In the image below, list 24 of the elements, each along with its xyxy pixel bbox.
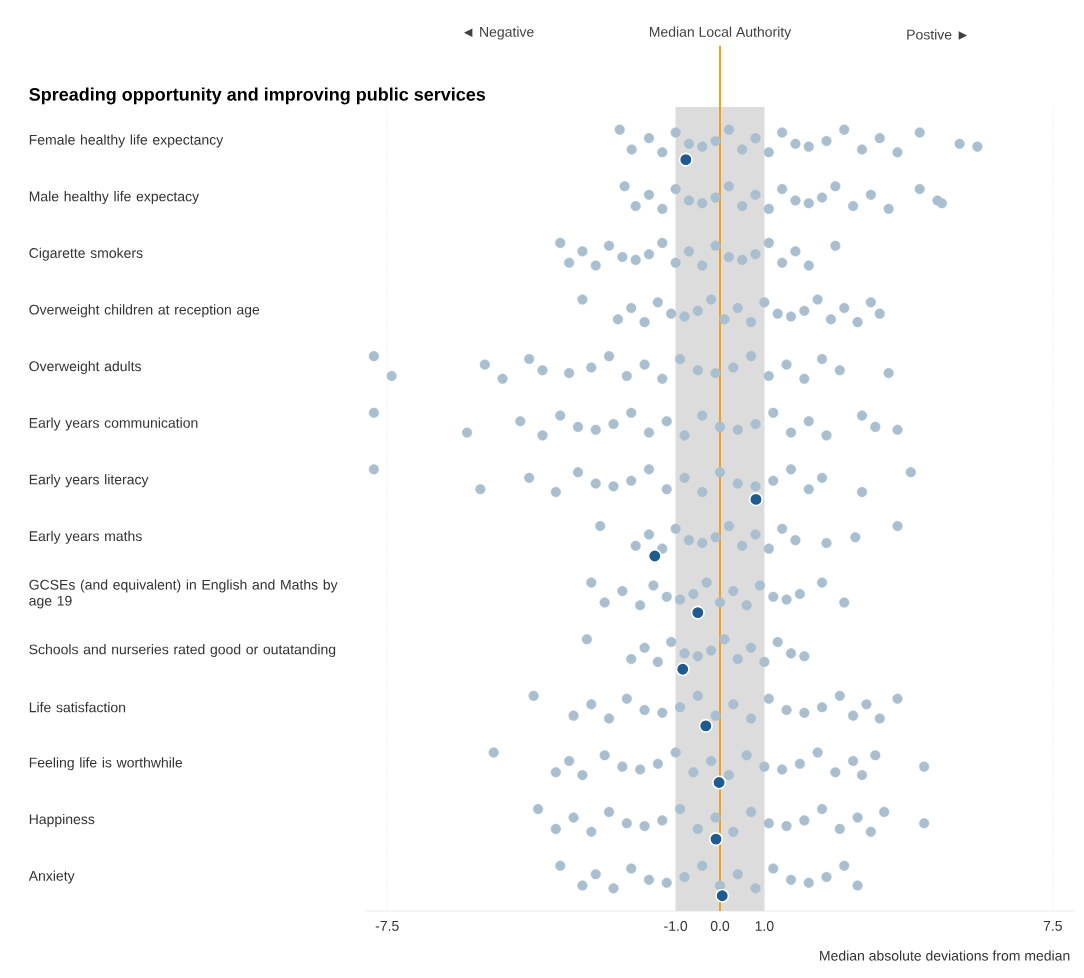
chart-title: Spreading opportunity and improving public services [29, 87, 486, 105]
y-tick-label: Overweight adults [29, 360, 141, 374]
y-tick-label: Life satisfaction [29, 702, 126, 713]
y-tick-label: Overweight children at reception age [29, 304, 260, 318]
x-tick-label: 1.0 [755, 921, 774, 931]
y-tick-label: Schools and nurseries rated good or outatanding [29, 644, 336, 658]
x-tick-label: 0.0 [710, 921, 730, 931]
y-tick-label: Female healthy life expectancy [29, 134, 224, 148]
y-tick-label: Anxiety [28, 870, 75, 884]
y-tick-label: Early years literacy [29, 474, 149, 488]
text: Postive ► [907, 29, 968, 40]
ref-line-label: Median Local Authority [649, 26, 792, 40]
x-tick-label: -7.5 [375, 921, 399, 931]
x-tick-label: -1.0 [664, 921, 688, 931]
text: ◄ Negative [464, 26, 534, 40]
y-tick-label: Early years communication [29, 417, 198, 431]
y-tick-label: Male healthy life expectacy [29, 191, 200, 205]
y-tick-label: Early years maths [29, 530, 142, 544]
x-tick-label: 7.5 [1043, 921, 1062, 931]
y-tick-label: GCSEs (and equivalent) in English and Maths by age 19 [29, 579, 338, 609]
y-tick-label: Happiness [29, 813, 95, 827]
x-axis-title: Median absolute deviations from median [820, 950, 1070, 961]
y-tick-label: Cigarette smokers [29, 247, 143, 261]
y-tick-label: Feeling life is worthwhile [29, 757, 183, 771]
